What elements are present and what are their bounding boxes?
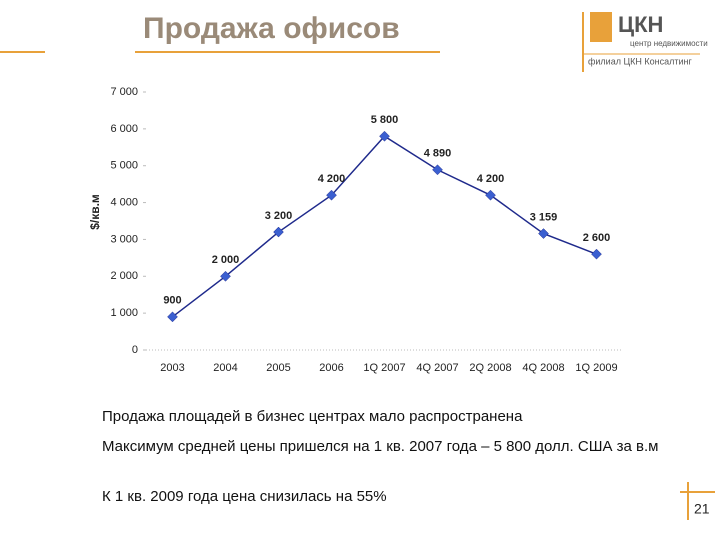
x-tick-label: 2006 — [319, 362, 343, 374]
x-tick-label: 2005 — [266, 362, 290, 374]
y-tick-label: 7 000 — [110, 86, 138, 98]
marker — [167, 311, 178, 323]
bullet: К 1 кв. 2009 года цена снизилась на 55% — [102, 488, 387, 505]
data-label: 2 000 — [212, 254, 240, 266]
y-tick-label: 6 000 — [110, 123, 138, 135]
logo-icon — [590, 12, 612, 42]
page-number: 21 — [694, 501, 710, 517]
x-tick-label: 2003 — [160, 362, 184, 374]
x-tick-label: 2Q 2008 — [469, 362, 511, 374]
logo-name: ЦКН — [618, 12, 663, 37]
logo-text: филиал ЦКН Консалтинг — [588, 56, 692, 66]
marker — [326, 189, 337, 201]
data-label: 3 159 — [530, 211, 558, 223]
marker — [273, 226, 284, 238]
x-tick-label: 2004 — [213, 362, 237, 374]
logo-text: центр недвижимости — [630, 39, 708, 48]
y-axis-title: $/кв.м — [88, 194, 102, 230]
y-tick-label: 0 — [132, 344, 138, 356]
y-tick-label: 2 000 — [110, 270, 138, 282]
bullet: Продажа площадей в бизнес центрах мало р… — [102, 408, 523, 425]
bullet: Максимум средней цены пришелся на 1 кв. … — [102, 438, 659, 455]
marker — [379, 130, 390, 142]
line — [172, 135, 597, 318]
x-tick-label: 4Q 2008 — [522, 362, 564, 374]
y-tick-label: 3 000 — [110, 233, 138, 245]
data-label: 4 890 — [424, 148, 452, 160]
marker — [220, 270, 231, 282]
y-tick-label: 4 000 — [110, 196, 138, 208]
x-tick-label: 4Q 2007 — [416, 362, 458, 374]
marker — [485, 189, 496, 201]
data-label: 4 200 — [477, 173, 505, 185]
y-tick-label: 5 000 — [110, 160, 138, 172]
chart-title: Продажа офисов — [143, 12, 400, 45]
x-tick-label: 1Q 2007 — [363, 362, 405, 374]
marker — [591, 248, 602, 260]
data-label: 900 — [163, 295, 181, 307]
x-tick-label: 1Q 2009 — [575, 362, 617, 374]
marker — [432, 164, 443, 176]
data-label: 3 200 — [265, 210, 293, 222]
marker — [538, 228, 549, 239]
data-label: 2 600 — [583, 232, 611, 244]
data-label: 5 800 — [371, 114, 399, 126]
data-label: 4 200 — [318, 173, 346, 185]
y-tick-label: 1 000 — [110, 307, 138, 319]
